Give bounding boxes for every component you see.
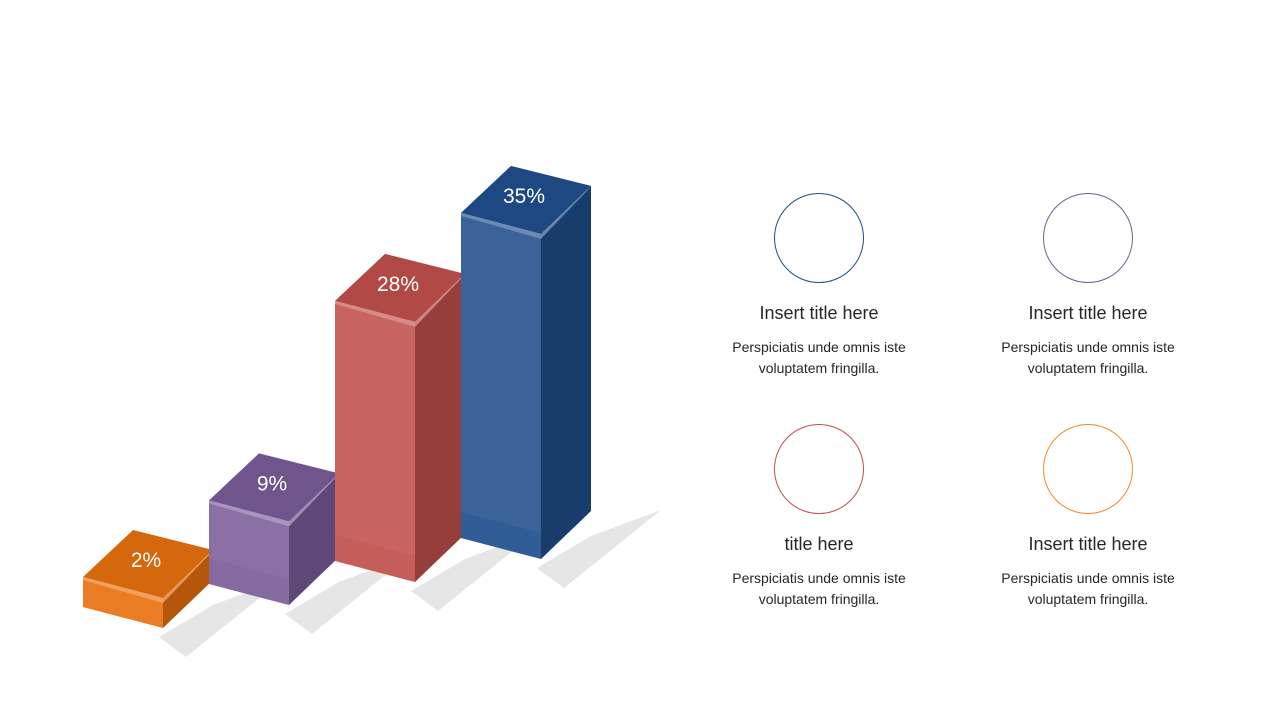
bar-front (461, 212, 541, 559)
info-description: Perspiciatis unde omnis iste voluptatem … (968, 568, 1208, 610)
info-description: Perspiciatis unde omnis iste voluptatem … (699, 568, 939, 610)
bar-top (209, 453, 339, 522)
info-description-line: voluptatem fringilla. (758, 360, 880, 376)
info-description-line: Perspiciatis unde omnis iste (1001, 570, 1175, 586)
circle-icon (1043, 424, 1133, 514)
info-title: title here (784, 534, 854, 554)
bar-shadow (411, 533, 535, 611)
info-description-line: Perspiciatis unde omnis iste (1001, 339, 1175, 355)
info-description-line: Perspiciatis unde omnis iste (732, 570, 906, 586)
info-title: Insert title here (1028, 534, 1148, 554)
bar-top-highlight (461, 185, 591, 239)
info-item-1: Insert title here Perspiciatis unde omni… (699, 193, 939, 379)
info-title: Insert title here (1028, 303, 1148, 323)
info-description-line: Perspiciatis unde omnis iste (732, 339, 906, 355)
info-description-line: voluptatem fringilla. (1027, 591, 1149, 607)
info-item-4: Insert title here Perspiciatis unde omni… (968, 424, 1208, 610)
bar-front-base (83, 581, 163, 628)
info-description: Perspiciatis unde omnis iste voluptatem … (699, 337, 939, 379)
bar-chart-3d: 2% 9% 28% 35% (83, 165, 661, 657)
circle-icon (774, 193, 864, 283)
bar-top (335, 253, 465, 322)
circle-icon (774, 424, 864, 514)
bar-shadow (537, 510, 661, 588)
bar-front-base (461, 512, 541, 559)
bar-front (83, 577, 163, 628)
bar-side (163, 550, 213, 628)
bar-top-highlight (209, 473, 339, 527)
bar-value-label: 2% (131, 549, 161, 572)
bar-value-label: 9% (257, 472, 287, 495)
bar-top (83, 530, 213, 598)
info-title: Insert title here (759, 303, 879, 323)
bar-front-base (209, 558, 289, 605)
bar-value-label: 28% (377, 273, 419, 296)
info-description-line: voluptatem fringilla. (758, 591, 880, 607)
bar-side (541, 185, 591, 559)
info-description-line: voluptatem fringilla. (1027, 360, 1149, 376)
bar-top-highlight (335, 273, 465, 327)
info-description: Perspiciatis unde omnis iste voluptatem … (968, 337, 1208, 379)
circle-icon (1043, 193, 1133, 283)
info-item-2: Insert title here Perspiciatis unde omni… (968, 193, 1208, 379)
info-item-3: title here Perspiciatis unde omnis iste … (699, 424, 939, 610)
bar-shadow (285, 556, 409, 634)
bar-front (335, 300, 415, 582)
bar-top-highlight (83, 550, 213, 603)
bar-front (209, 500, 289, 605)
bar-side (289, 473, 339, 605)
bar-value-label: 35% (503, 185, 545, 208)
bar-front-base (335, 535, 415, 582)
bar-side (415, 273, 465, 582)
bar-top (461, 165, 591, 234)
bar-shadow (159, 579, 283, 657)
